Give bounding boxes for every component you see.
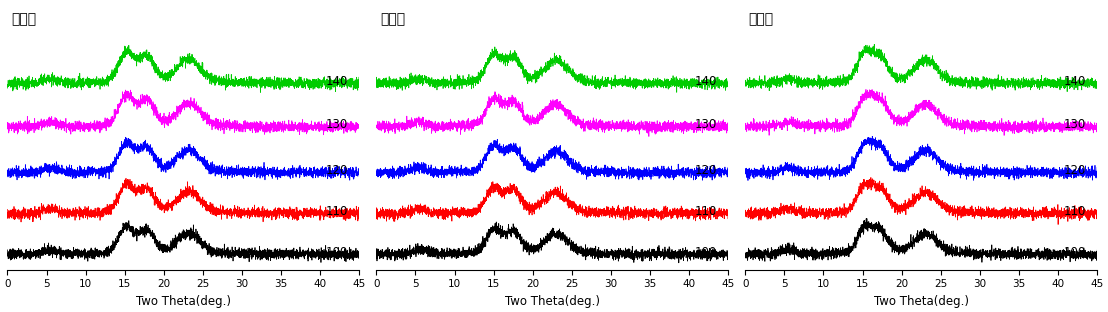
Text: 130: 130: [326, 118, 348, 131]
Text: 주황미: 주황미: [749, 12, 773, 26]
Text: 110: 110: [695, 205, 717, 218]
Text: 120: 120: [695, 164, 717, 177]
Text: 130: 130: [1064, 118, 1086, 131]
Text: 100: 100: [1064, 246, 1086, 259]
Text: 140: 140: [695, 75, 717, 88]
X-axis label: Two Theta(deg.): Two Theta(deg.): [505, 295, 599, 308]
Text: 진홍미: 진홍미: [380, 12, 404, 26]
Text: 130: 130: [695, 118, 717, 131]
X-axis label: Two Theta(deg.): Two Theta(deg.): [136, 295, 230, 308]
Text: 120: 120: [326, 164, 348, 177]
Text: 110: 110: [326, 205, 348, 218]
Text: 140: 140: [326, 75, 348, 88]
Text: 신자미: 신자미: [11, 12, 37, 26]
X-axis label: Two Theta(deg.): Two Theta(deg.): [874, 295, 968, 308]
Text: 100: 100: [695, 246, 717, 259]
Text: 100: 100: [326, 246, 348, 259]
Text: 110: 110: [1064, 205, 1086, 218]
Text: 140: 140: [1064, 75, 1086, 88]
Text: 120: 120: [1064, 164, 1086, 177]
